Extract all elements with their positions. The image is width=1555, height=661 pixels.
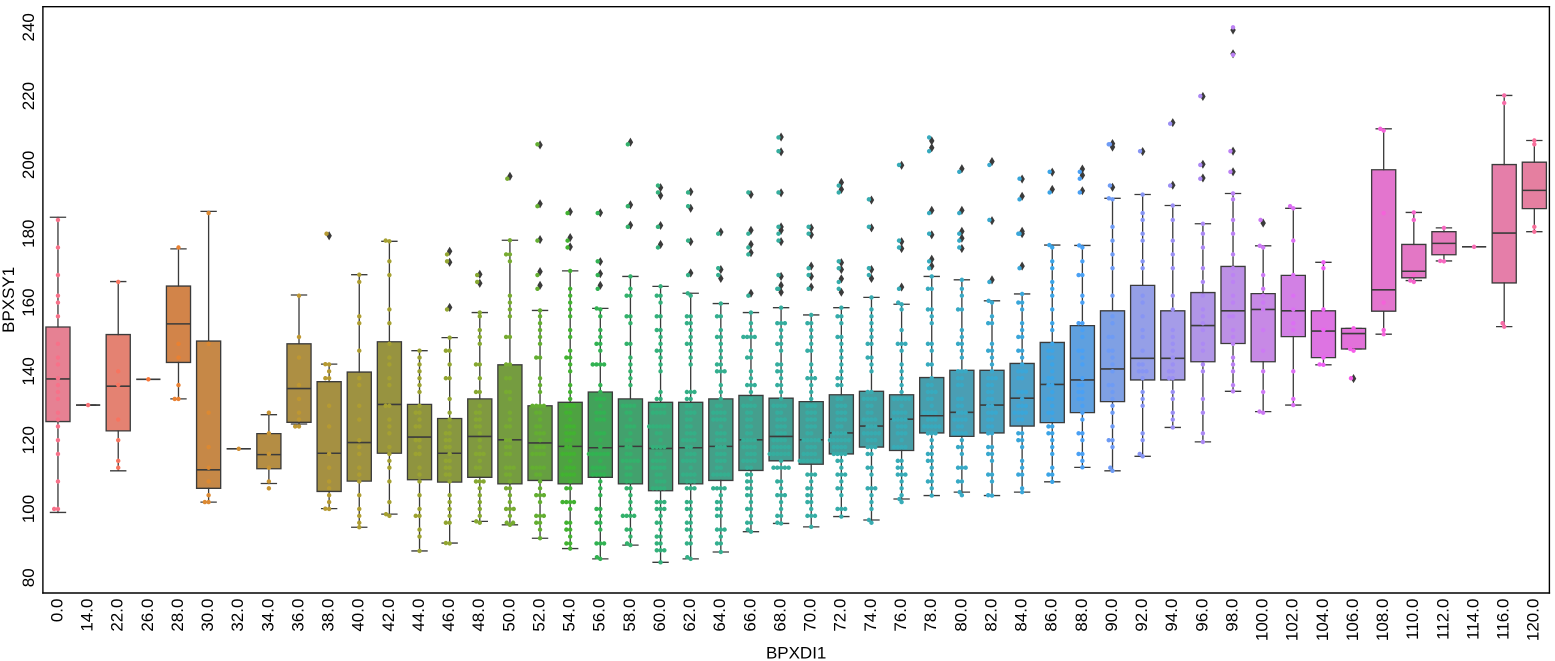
svg-text:42.0: 42.0 (379, 599, 398, 632)
svg-text:76.0: 76.0 (891, 599, 910, 632)
svg-text:100.0: 100.0 (1253, 599, 1272, 642)
svg-text:100: 100 (19, 495, 38, 523)
svg-text:0.0: 0.0 (47, 599, 66, 623)
svg-text:48.0: 48.0 (469, 599, 488, 632)
svg-text:46.0: 46.0 (439, 599, 458, 632)
svg-text:68.0: 68.0 (770, 599, 789, 632)
svg-text:104.0: 104.0 (1313, 599, 1332, 642)
svg-text:94.0: 94.0 (1162, 599, 1181, 632)
svg-text:32.0: 32.0 (228, 599, 247, 632)
svg-text:62.0: 62.0 (680, 599, 699, 632)
svg-text:116.0: 116.0 (1494, 599, 1513, 640)
svg-text:52.0: 52.0 (529, 599, 548, 632)
svg-text:70.0: 70.0 (801, 599, 820, 632)
svg-text:22.0: 22.0 (108, 599, 127, 632)
svg-text:140: 140 (19, 357, 38, 385)
svg-text:38.0: 38.0 (319, 599, 338, 632)
svg-text:72.0: 72.0 (831, 599, 850, 632)
svg-text:82.0: 82.0 (981, 599, 1000, 632)
svg-text:26.0: 26.0 (138, 599, 157, 632)
svg-text:98.0: 98.0 (1222, 599, 1241, 632)
svg-text:40.0: 40.0 (349, 599, 368, 632)
svg-text:34.0: 34.0 (258, 599, 277, 632)
svg-text:112.0: 112.0 (1433, 599, 1452, 640)
svg-text:86.0: 86.0 (1042, 599, 1061, 632)
svg-text:14.0: 14.0 (77, 599, 96, 632)
svg-text:110.0: 110.0 (1403, 599, 1422, 640)
svg-text:28.0: 28.0 (168, 599, 187, 632)
svg-text:90.0: 90.0 (1102, 599, 1121, 632)
svg-text:60.0: 60.0 (650, 599, 669, 632)
svg-text:64.0: 64.0 (710, 599, 729, 632)
svg-text:160: 160 (19, 288, 38, 316)
svg-text:200: 200 (19, 151, 38, 179)
svg-text:30.0: 30.0 (198, 599, 217, 632)
svg-text:180: 180 (19, 220, 38, 248)
svg-text:96.0: 96.0 (1192, 599, 1211, 632)
svg-text:102.0: 102.0 (1283, 599, 1302, 642)
svg-text:44.0: 44.0 (409, 599, 428, 632)
svg-text:108.0: 108.0 (1373, 599, 1392, 642)
svg-text:120.0: 120.0 (1524, 599, 1543, 642)
svg-text:54.0: 54.0 (560, 599, 579, 632)
svg-text:92.0: 92.0 (1132, 599, 1151, 632)
svg-text:BPXSY1: BPXSY1 (0, 267, 18, 333)
svg-text:58.0: 58.0 (620, 599, 639, 632)
svg-text:120: 120 (19, 426, 38, 454)
svg-text:88.0: 88.0 (1072, 599, 1091, 632)
svg-text:36.0: 36.0 (288, 599, 307, 632)
svg-text:220: 220 (19, 82, 38, 110)
svg-text:114.0: 114.0 (1463, 599, 1482, 640)
svg-text:240: 240 (19, 13, 38, 41)
svg-text:84.0: 84.0 (1012, 599, 1031, 632)
svg-text:50.0: 50.0 (499, 599, 518, 632)
svg-text:80: 80 (19, 568, 38, 587)
svg-text:80.0: 80.0 (951, 599, 970, 632)
svg-text:BPXDI1: BPXDI1 (766, 643, 826, 661)
svg-text:66.0: 66.0 (740, 599, 759, 632)
svg-text:78.0: 78.0 (921, 599, 940, 632)
svg-text:56.0: 56.0 (590, 599, 609, 632)
svg-text:74.0: 74.0 (861, 599, 880, 632)
svg-text:106.0: 106.0 (1343, 599, 1362, 642)
